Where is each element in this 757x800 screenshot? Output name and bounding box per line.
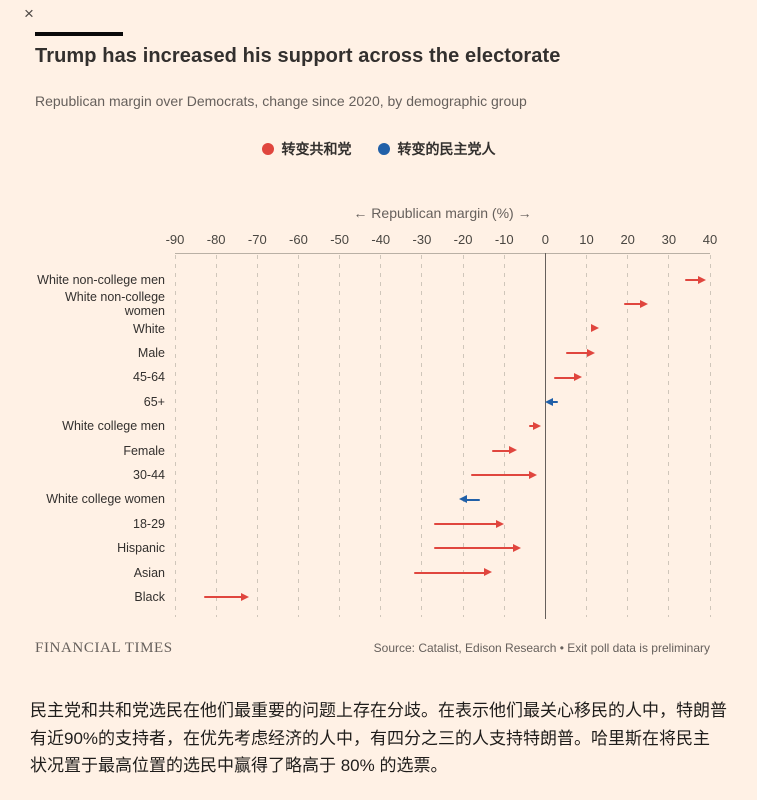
change-arrow-head	[545, 397, 554, 406]
row-label: Black	[134, 590, 165, 604]
title-accent-bar	[35, 32, 123, 36]
change-arrow	[434, 547, 514, 550]
row-label: White	[133, 321, 165, 336]
source-note: Source: Catalist, Edison Research • Exit…	[373, 641, 710, 655]
x-tick-label: -70	[247, 232, 267, 247]
change-arrow	[471, 474, 531, 477]
row-label: 65+	[143, 394, 165, 409]
row-label: White non-college men	[37, 272, 165, 287]
gridline	[339, 255, 341, 617]
row-label: Male	[137, 346, 165, 360]
change-arrow	[623, 303, 642, 306]
change-arrow-head	[241, 592, 250, 601]
row-label: White non-college women	[64, 290, 165, 319]
gridline	[380, 255, 382, 617]
x-tick-label: -40	[371, 232, 391, 247]
row-label: Hispanic	[117, 541, 165, 556]
ft-logo: FINANCIAL TIMES	[35, 640, 173, 656]
gridline	[215, 255, 217, 617]
change-arrow	[553, 376, 576, 379]
x-tick-label: -10	[494, 232, 514, 247]
gridline	[503, 255, 505, 617]
change-arrow-head	[590, 324, 599, 333]
change-arrow	[434, 523, 498, 525]
gridline	[256, 255, 258, 617]
gridline	[709, 255, 711, 617]
legend-label: 转变共和党	[281, 141, 352, 157]
change-arrow-head	[586, 348, 595, 357]
x-tick-label: -60	[289, 232, 308, 247]
legend-item-democrat: 转变的民主党人	[377, 139, 496, 159]
change-arrow	[203, 596, 243, 599]
change-arrow	[528, 425, 535, 428]
change-arrow	[565, 352, 588, 355]
change-arrow-head	[496, 519, 505, 528]
gridline	[668, 255, 670, 617]
close-icon[interactable]: ×	[24, 4, 34, 23]
row-label: 45-64	[133, 370, 165, 385]
change-arrow	[685, 279, 699, 281]
change-arrow-head	[574, 373, 583, 382]
chart-top-axis-line	[175, 253, 710, 254]
x-tick-label: 10	[579, 232, 594, 247]
gridline	[174, 255, 176, 617]
row-label: Female	[123, 443, 165, 458]
change-arrow	[552, 401, 558, 403]
change-arrow	[491, 449, 510, 452]
row-label: 18-29	[133, 516, 165, 531]
gridline	[462, 255, 464, 617]
change-arrow-head	[533, 421, 542, 430]
x-tick-label: -20	[453, 232, 473, 247]
x-tick-label: -90	[165, 232, 185, 247]
change-arrow	[465, 498, 480, 501]
change-arrow-head	[529, 470, 538, 479]
x-tick-label: 30	[661, 232, 677, 247]
change-arrow-head	[483, 568, 492, 577]
change-arrow-head	[458, 495, 467, 504]
gridline	[421, 255, 423, 617]
republican-legend-dot-icon	[261, 143, 274, 155]
x-axis-title: ← Republican margin (%) →	[353, 205, 532, 221]
change-arrow-head	[697, 275, 706, 284]
x-tick-label: -80	[206, 232, 226, 247]
x-tick-label: 20	[620, 232, 635, 247]
change-arrow	[590, 327, 592, 330]
legend-label: 转变的民主党人	[397, 141, 496, 157]
x-tick-label: -50	[330, 232, 349, 247]
gridline	[586, 255, 588, 617]
zero-axis-line	[544, 253, 546, 619]
x-tick-label: 0	[541, 232, 549, 247]
democrat-legend-dot-icon	[377, 143, 390, 155]
row-label: 30-44	[133, 468, 165, 482]
chart-title: Trump has increased his support across t…	[35, 45, 561, 67]
row-label: Asian	[133, 565, 165, 580]
change-arrow-head	[640, 299, 649, 308]
arrow-chart: -90 -80 -70 -60 -50 -40 -30 -20 -10 0 10 20 30 40 Whit…	[0, 232, 757, 619]
legend: 转变共和党 转变的民主党人	[0, 139, 757, 159]
row-label: White college men	[62, 419, 165, 434]
gridline	[627, 255, 629, 617]
row-label: White college women	[46, 492, 165, 507]
caption-text: 民主党和共和党选民在他们最重要的问题上存在分歧。在表示他们最关心移民的人中，特朗…	[30, 701, 727, 776]
x-tick-label: -30	[412, 232, 432, 247]
legend-item-republican: 转变共和党	[261, 139, 352, 159]
chart-subtitle: Republican margin over Democrats, change…	[35, 93, 527, 109]
gridline	[297, 255, 299, 617]
chart-footer: FINANCIAL TIMES Source: Catalist, Edison…	[35, 640, 710, 657]
change-arrow	[413, 571, 485, 574]
change-arrow-head	[512, 543, 521, 552]
x-tick-label: 40	[702, 232, 718, 247]
change-arrow-head	[508, 446, 517, 455]
